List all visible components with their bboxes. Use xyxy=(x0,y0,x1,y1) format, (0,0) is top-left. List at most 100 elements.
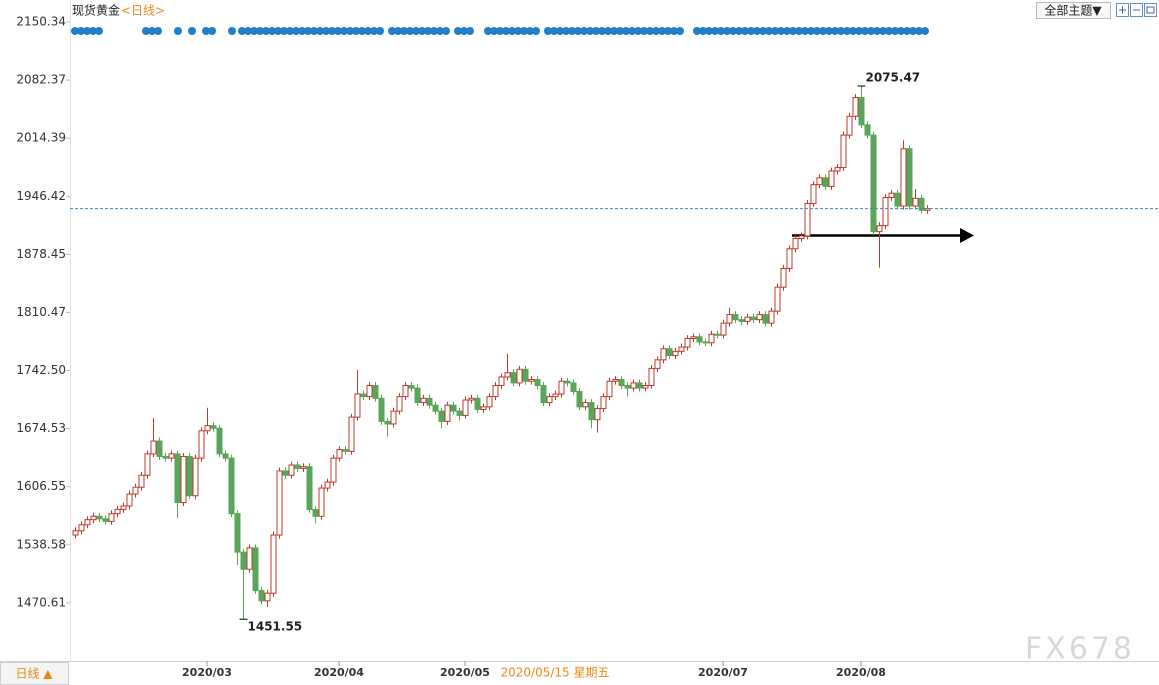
candle-body xyxy=(714,333,721,336)
candle-body xyxy=(762,314,769,324)
candle-body xyxy=(402,385,409,398)
event-dot xyxy=(256,27,264,35)
candle-body xyxy=(438,410,445,422)
candle-body xyxy=(912,197,919,207)
event-dot xyxy=(753,27,761,35)
fullscreen-icon[interactable] xyxy=(1144,3,1157,17)
candle-body xyxy=(906,148,913,207)
event-dot xyxy=(208,27,216,35)
candle-body xyxy=(258,590,265,602)
candle-body xyxy=(456,410,463,416)
event-dot xyxy=(693,27,701,35)
candle-body xyxy=(108,513,115,522)
candle-body xyxy=(114,508,121,515)
event-dot xyxy=(556,27,564,35)
candle-body xyxy=(138,474,145,488)
event-dot xyxy=(244,27,252,35)
event-dot xyxy=(526,27,534,35)
candle-body xyxy=(396,396,403,412)
candle-body xyxy=(888,192,895,198)
min-label: 1451.55 xyxy=(248,620,303,634)
event-dot xyxy=(723,27,731,35)
candle-body xyxy=(294,464,301,469)
event-dot xyxy=(747,27,755,35)
candle-body xyxy=(780,267,787,288)
candle-body xyxy=(234,513,241,553)
candle-body xyxy=(498,376,505,387)
event-dot xyxy=(849,27,857,35)
event-dot xyxy=(436,27,444,35)
x-tick-label: 2020/08 xyxy=(836,666,886,679)
candle-body xyxy=(222,453,229,459)
event-dot xyxy=(89,27,97,35)
event-dot xyxy=(598,27,606,35)
candle-body xyxy=(732,314,739,321)
event-dot xyxy=(771,27,779,35)
candle-body xyxy=(288,464,295,476)
theme-button[interactable] xyxy=(1036,2,1111,19)
event-dot xyxy=(628,27,636,35)
event-dot xyxy=(658,27,666,35)
candle-body xyxy=(204,425,211,432)
event-dot xyxy=(316,27,324,35)
event-dot xyxy=(400,27,408,35)
candle-body xyxy=(132,486,139,495)
event-dot xyxy=(412,27,420,35)
candle-body xyxy=(834,167,841,172)
candle-body xyxy=(426,397,433,406)
event-dot xyxy=(292,27,300,35)
candle-body xyxy=(372,385,379,399)
candle-body xyxy=(102,518,109,522)
event-dot xyxy=(370,27,378,35)
candle-body xyxy=(186,455,193,497)
candle-body xyxy=(312,508,319,517)
toolbar-icons[interactable] xyxy=(1116,3,1157,17)
candle-body xyxy=(378,397,385,422)
x-tick-label: 2020/03 xyxy=(182,666,232,679)
period-tab-label[interactable]: 日线 ▲ xyxy=(15,667,53,681)
candle-body xyxy=(918,197,925,211)
candle-body xyxy=(696,336,703,343)
event-dot xyxy=(322,27,330,35)
candle-body xyxy=(384,420,391,425)
y-tick-label: 1878.45 xyxy=(16,247,66,261)
event-dot xyxy=(735,27,743,35)
candle-body xyxy=(468,397,475,401)
candle-body xyxy=(690,336,697,340)
event-dot xyxy=(759,27,767,35)
event-dot xyxy=(867,27,875,35)
candle-body xyxy=(216,427,223,455)
candle-body xyxy=(492,385,499,398)
event-dot xyxy=(352,27,360,35)
candle-body xyxy=(582,402,589,408)
candle-body xyxy=(282,470,289,476)
event-dot xyxy=(514,27,522,35)
x-tick-label: 2020/04 xyxy=(314,666,364,679)
candle-body xyxy=(666,348,673,357)
event-dot xyxy=(562,27,570,35)
event-dot xyxy=(897,27,905,35)
candle-body xyxy=(768,310,775,324)
theme-button-label[interactable]: 全部主题▼ xyxy=(1044,3,1102,18)
candle-body xyxy=(642,385,649,389)
x-tick-label: 2020/05 xyxy=(440,666,490,679)
candle-body xyxy=(810,184,817,204)
event-dot xyxy=(586,27,594,35)
candle-body xyxy=(504,372,511,378)
candle-body xyxy=(390,410,397,425)
candle-body xyxy=(750,316,757,321)
crosshair-date-label: 2020/05/15 星期五 xyxy=(501,666,610,680)
event-dot xyxy=(789,27,797,35)
event-dot xyxy=(484,27,492,35)
event-dot xyxy=(699,27,707,35)
candle-body xyxy=(900,148,907,207)
candle-body xyxy=(276,470,283,536)
candle-body xyxy=(534,379,541,387)
event-dot xyxy=(777,27,785,35)
candle-body xyxy=(660,348,667,361)
candle-body xyxy=(228,457,235,515)
candle-body xyxy=(462,399,469,416)
candle-body xyxy=(90,515,97,521)
event-dot xyxy=(813,27,821,35)
candle-body xyxy=(636,382,643,389)
